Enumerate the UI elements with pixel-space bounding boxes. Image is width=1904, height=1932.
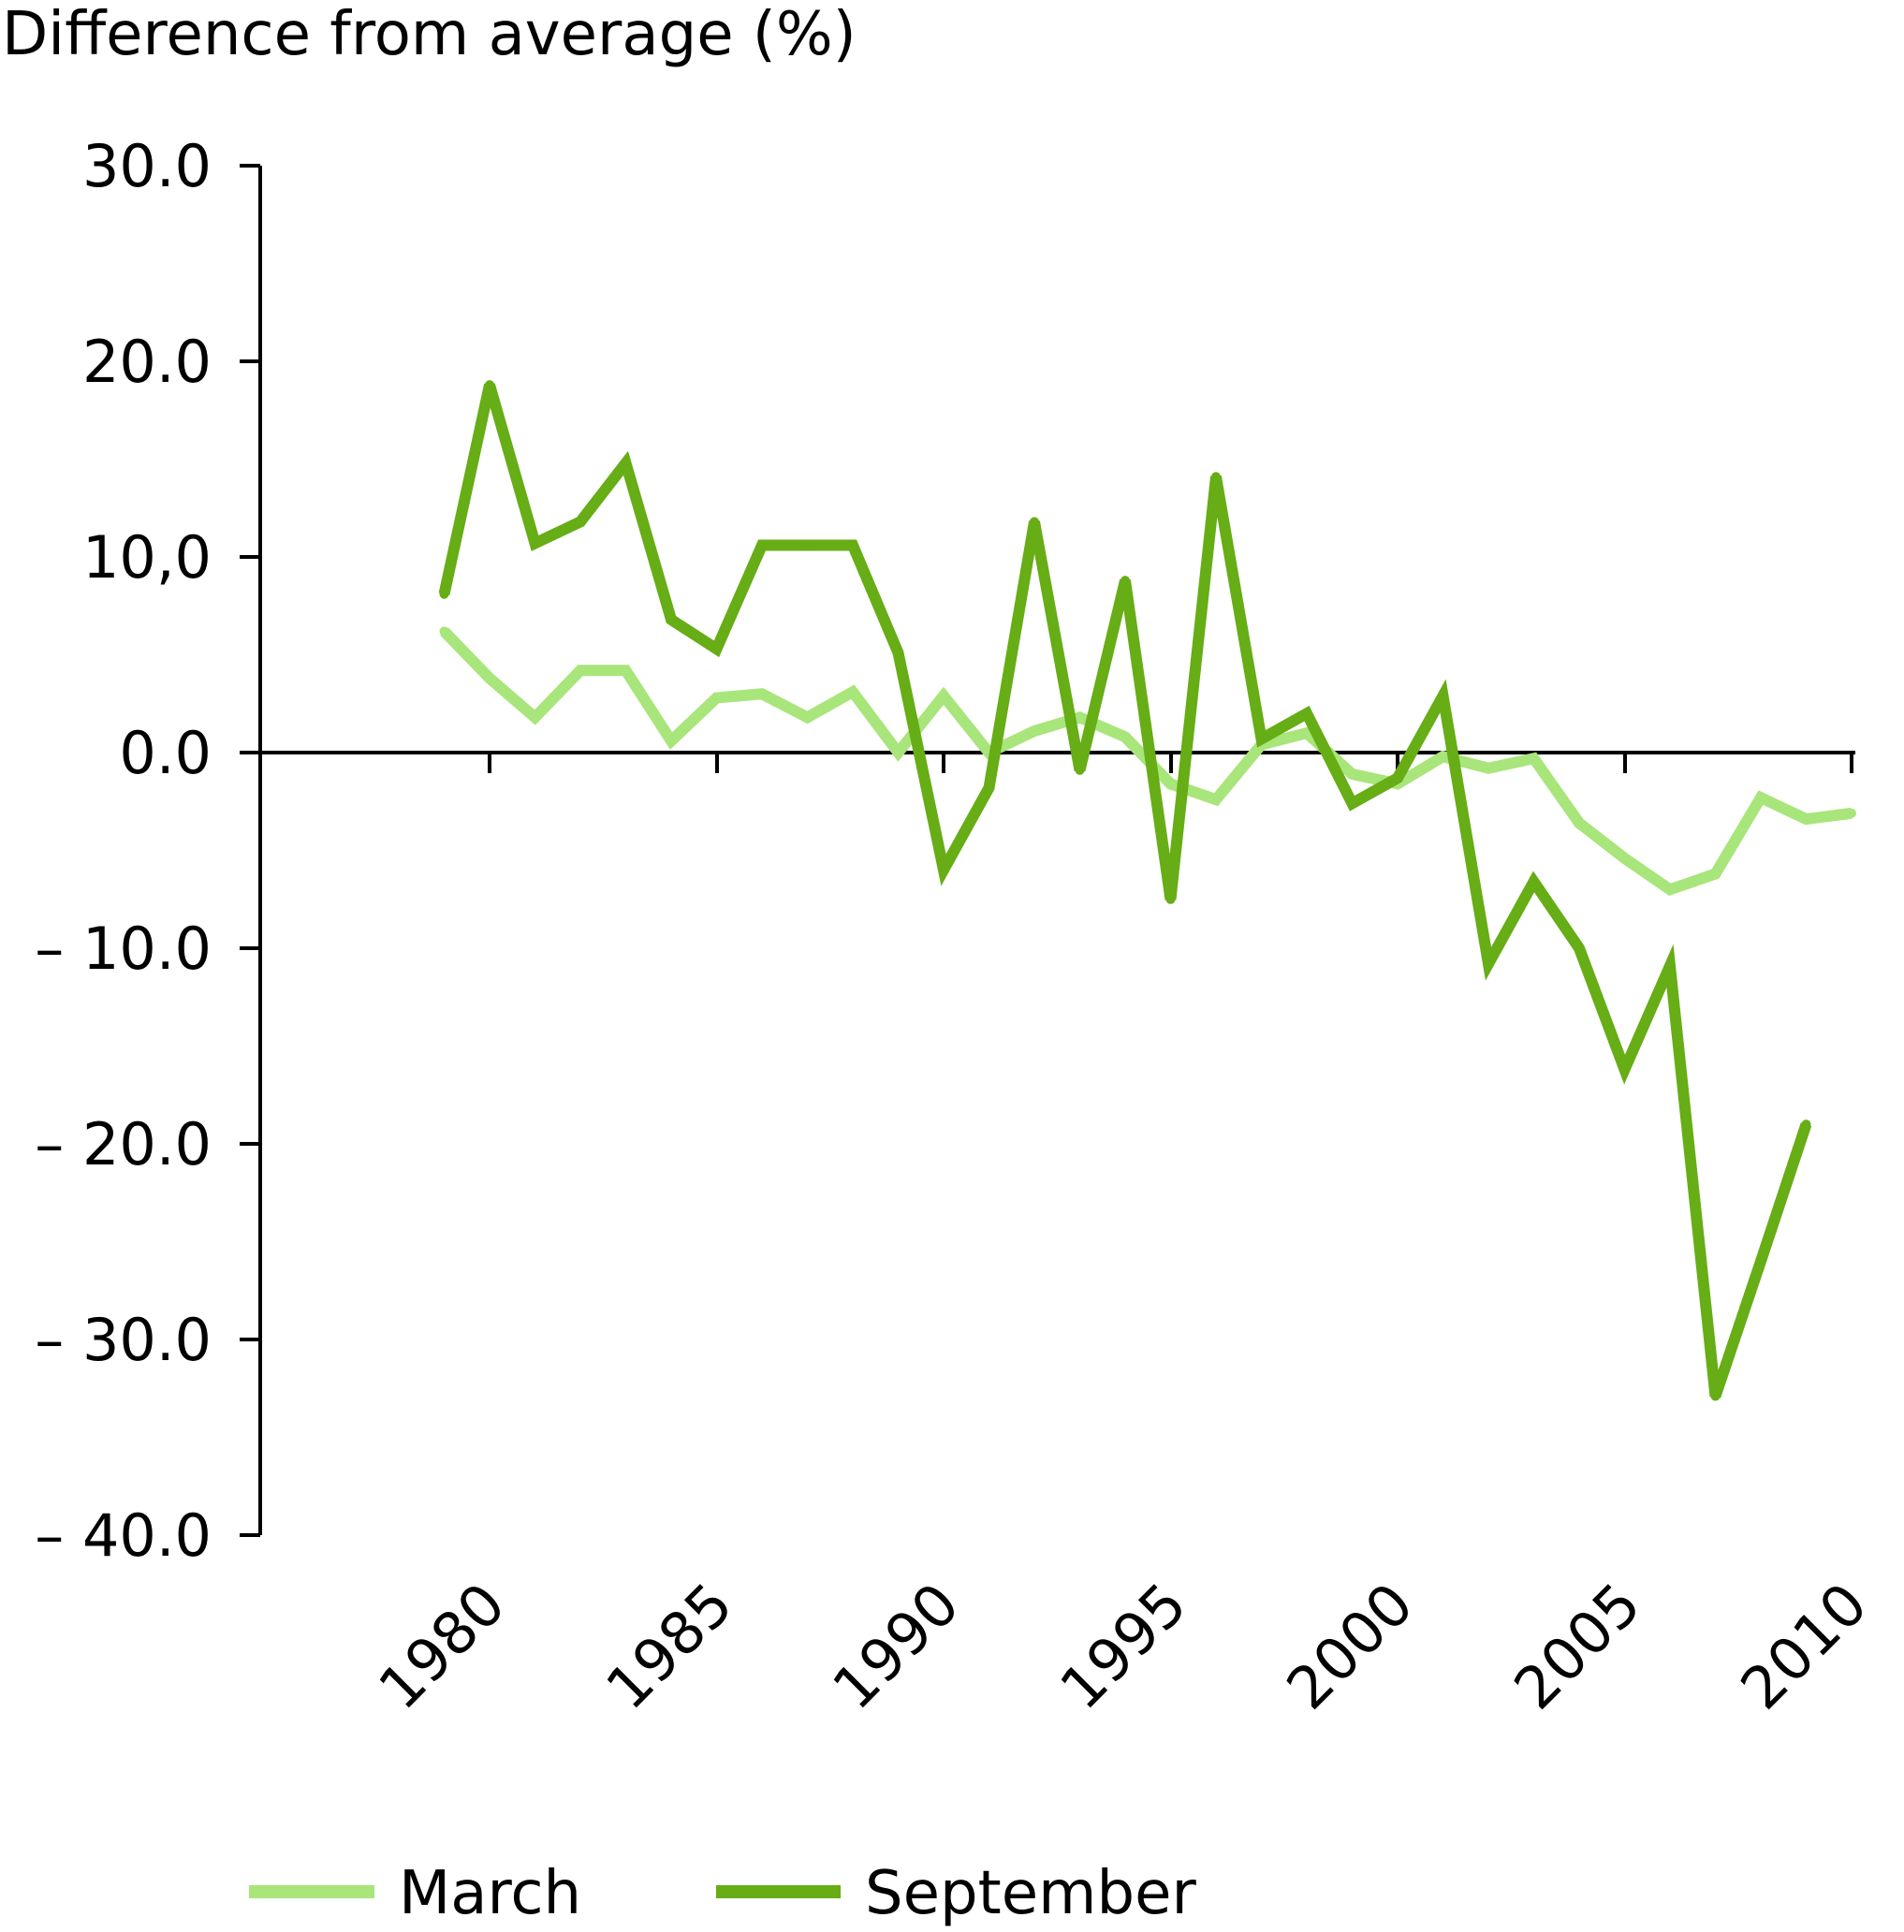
data-point-september: [439, 589, 449, 599]
data-point-march: [939, 691, 948, 701]
series-lines: [438, 380, 1856, 1401]
data-point-march: [1211, 795, 1221, 805]
legend-label-september: September: [865, 1859, 1196, 1928]
data-point-march: [1438, 752, 1448, 762]
data-point-march: [1075, 712, 1085, 723]
data-point-september: [1801, 1120, 1811, 1130]
data-point-march: [576, 666, 585, 676]
data-point-march: [1165, 779, 1176, 789]
x-tick-label: 2005: [1501, 1570, 1653, 1722]
x-tick-labels: 1980 1985 1990 1995 2000 2005 2010: [365, 1570, 1880, 1722]
data-point-september: [1302, 709, 1311, 719]
data-point-march: [1347, 769, 1357, 779]
y-tick-labels: 30.0 20.0 10,0 0.0 – 10.0 – 20.0 – 30.0 – 40.0: [35, 132, 212, 1570]
data-point-september: [1756, 1256, 1765, 1266]
data-point-march: [1619, 853, 1630, 863]
data-point-march: [485, 673, 494, 683]
data-point-september: [1393, 773, 1402, 783]
data-point-september: [1120, 576, 1130, 586]
data-point-march: [439, 626, 449, 637]
x-tick-label: 1995: [1047, 1570, 1199, 1722]
legend-label-march: March: [399, 1859, 581, 1928]
y-tick-label: 0.0: [119, 719, 212, 787]
x-tick-label: 2010: [1727, 1570, 1880, 1722]
data-point-march: [1710, 869, 1721, 879]
data-point-september: [576, 517, 585, 527]
data-point-march: [1302, 728, 1311, 739]
data-point-september: [1574, 944, 1584, 953]
data-point-march: [1756, 793, 1765, 803]
data-point-september: [1665, 960, 1675, 971]
data-point-september: [1165, 894, 1176, 904]
data-point-september: [757, 540, 767, 550]
data-point-march: [1801, 814, 1811, 825]
data-point-september: [848, 540, 857, 550]
data-point-march: [1030, 726, 1039, 736]
data-point-march: [621, 666, 631, 676]
data-point-march: [893, 748, 903, 757]
y-tick-label: – 30.0: [35, 1306, 212, 1374]
y-tick-label: 30.0: [82, 132, 212, 200]
data-point-march: [848, 687, 857, 697]
data-point-september: [1484, 959, 1493, 969]
y-tick-label: 20.0: [82, 328, 212, 396]
data-point-september: [1030, 517, 1039, 527]
x-tick-label: 2000: [1273, 1570, 1426, 1722]
data-point-september: [1619, 1064, 1630, 1075]
x-tick-label: 1980: [365, 1570, 518, 1722]
legend: March September: [249, 1859, 1196, 1928]
data-point-september: [1529, 876, 1539, 886]
data-point-september: [1211, 472, 1221, 482]
data-point-september: [984, 783, 994, 793]
data-point-september: [939, 865, 948, 875]
y-tick-label: – 10.0: [35, 915, 212, 983]
data-point-march: [802, 712, 813, 723]
data-point-march: [1665, 885, 1675, 895]
data-point-march: [666, 736, 676, 746]
x-tick-label: 1985: [593, 1570, 745, 1722]
data-point-september: [530, 538, 540, 549]
y-tick-label: – 20.0: [35, 1110, 212, 1178]
data-point-march: [530, 712, 540, 723]
data-point-march: [757, 689, 767, 699]
data-point-march: [1120, 732, 1130, 742]
data-point-september: [1075, 765, 1085, 775]
data-point-march: [1484, 763, 1493, 773]
y-tick-label: 10,0: [82, 523, 212, 592]
data-point-september: [711, 644, 722, 654]
data-point-september: [1438, 691, 1448, 701]
data-point-september: [1710, 1391, 1721, 1401]
data-point-march: [1529, 754, 1539, 764]
series-line-september: [438, 383, 1812, 1398]
data-point-march: [1847, 808, 1856, 818]
data-point-september: [666, 614, 676, 624]
data-point-march: [711, 693, 722, 703]
data-point-march: [1574, 818, 1584, 828]
data-point-september: [1256, 734, 1267, 744]
x-tick-label: 1990: [819, 1570, 972, 1722]
data-point-september: [1347, 798, 1357, 809]
axes: [240, 164, 1855, 1537]
data-point-september: [485, 380, 494, 390]
data-point-september: [893, 648, 903, 658]
y-axis-title: Difference from average (%): [2, 0, 857, 69]
data-point-september: [802, 540, 813, 550]
data-point-september: [621, 458, 631, 468]
y-tick-label: – 40.0: [35, 1501, 212, 1570]
